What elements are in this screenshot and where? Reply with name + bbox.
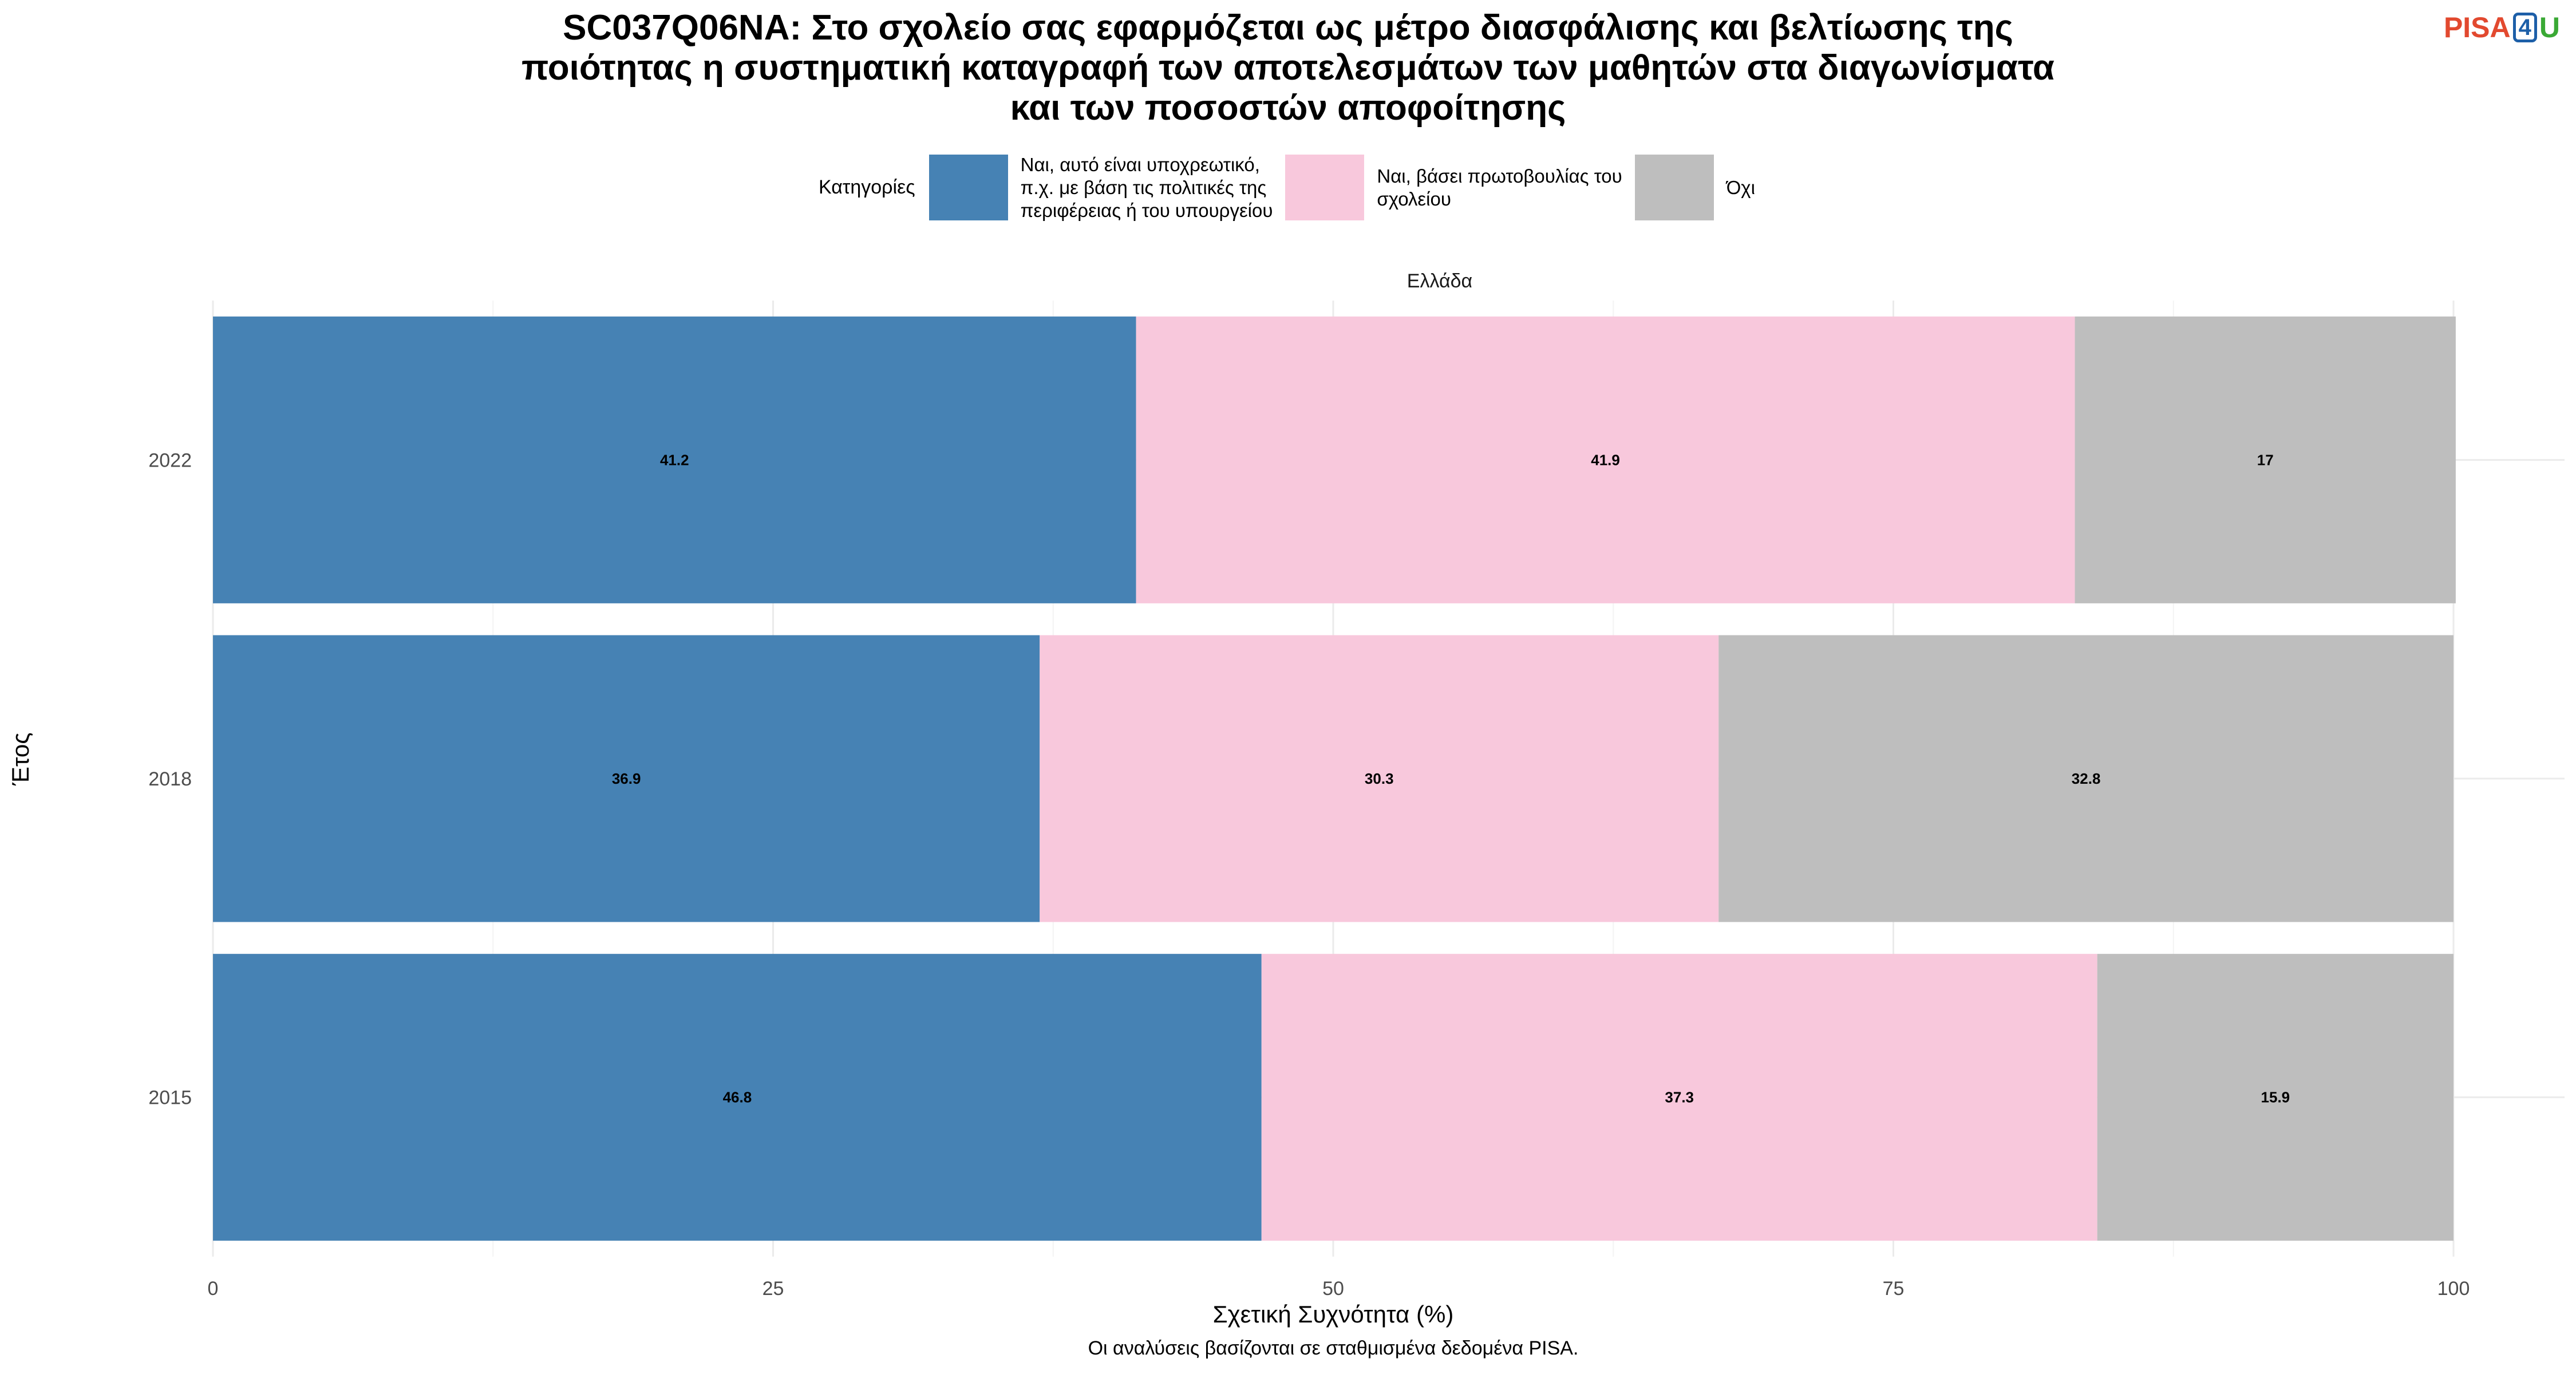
data-label-2022-series-1: 41.9 [1591, 451, 1620, 468]
bar-2018-series-1 [1040, 635, 1719, 922]
y-tick-label: 2022 [148, 449, 192, 471]
title-line-1: SC037Q06NA: Στο σχολείο σας εφαρμόζεται … [563, 8, 2013, 48]
x-tick-label: 100 [2437, 1278, 2470, 1300]
bar-2018-series-0 [213, 635, 1040, 922]
logo-text-u: U [2539, 11, 2560, 44]
legend-label-mandatory: Ναι, αυτό είναι υποχρεωτικό, π.χ. με βάσ… [1020, 153, 1273, 221]
bar-2022-series-2 [2075, 316, 2456, 603]
data-label-2022-series-2: 17 [2257, 451, 2274, 468]
data-label-2018-series-0: 36.9 [612, 770, 641, 787]
title-line-2: ποιότητας η συστηματική καταγραφή των απ… [521, 48, 2055, 88]
bar-2018-series-2 [1718, 635, 2453, 922]
bar-2022-series-1 [1136, 316, 2075, 603]
legend-label-school-initiative: Ναι, βάσει πρωτοβουλίας του σχολείου [1377, 165, 1622, 210]
title-line-3: και των ποσοστών αποφοίτησης [1010, 88, 1566, 128]
bar-2022-series-0 [213, 316, 1136, 603]
legend: Κατηγορίες Ναι, αυτό είναι υποχρεωτικό, … [819, 153, 1768, 222]
legend-swatch-no [1634, 155, 1714, 220]
legend-title: Κατηγορίες [819, 176, 915, 198]
legend-swatch-school-initiative [1285, 155, 1365, 220]
bar-2015-series-1 [1261, 954, 2097, 1241]
caption: Οι αναλύσεις βασίζονται σε σταθμισμένα δ… [1088, 1337, 1579, 1359]
logo-text-four: 4 [2512, 13, 2537, 42]
x-tick-label: 50 [1322, 1278, 1344, 1300]
legend-item-school-initiative: Ναι, βάσει πρωτοβουλίας του σχολείου [1285, 155, 1622, 220]
data-label-2015-series-0: 46.8 [723, 1089, 752, 1106]
chart-title: SC037Q06NA: Στο σχολείο σας εφαρμόζεται … [0, 8, 2576, 128]
data-label-2018-series-2: 32.8 [2072, 770, 2101, 787]
y-tick-label: 2015 [148, 1087, 192, 1109]
bar-2015-series-0 [213, 954, 1262, 1241]
legend-label-no: Όχι [1726, 176, 1755, 198]
x-tick-label: 75 [1883, 1278, 1905, 1300]
data-label-2015-series-2: 15.9 [2261, 1089, 2290, 1106]
data-label-2018-series-1: 30.3 [1365, 770, 1394, 787]
legend-swatch-mandatory [929, 155, 1008, 220]
data-label-2022-series-0: 41.2 [660, 451, 689, 468]
x-tick-label: 25 [762, 1278, 784, 1300]
x-tick-label: 0 [208, 1278, 219, 1300]
legend-item-mandatory: Ναι, αυτό είναι υποχρεωτικό, π.χ. με βάσ… [929, 153, 1273, 222]
x-axis-label: Σχετική Συχνότητα (%) [1212, 1301, 1454, 1328]
y-tick-label: 2018 [148, 768, 192, 790]
logo-text-pisa: PISA [2443, 11, 2511, 44]
y-axis-label: Έτος [7, 732, 34, 785]
bar-2015-series-2 [2097, 954, 2453, 1241]
legend-item-no: Όχι [1634, 155, 1755, 220]
facet-label: Ελλάδα [1406, 270, 1473, 292]
data-label-2015-series-1: 37.3 [1665, 1089, 1694, 1106]
pisa4u-logo: PISA 4 U [2444, 10, 2560, 45]
